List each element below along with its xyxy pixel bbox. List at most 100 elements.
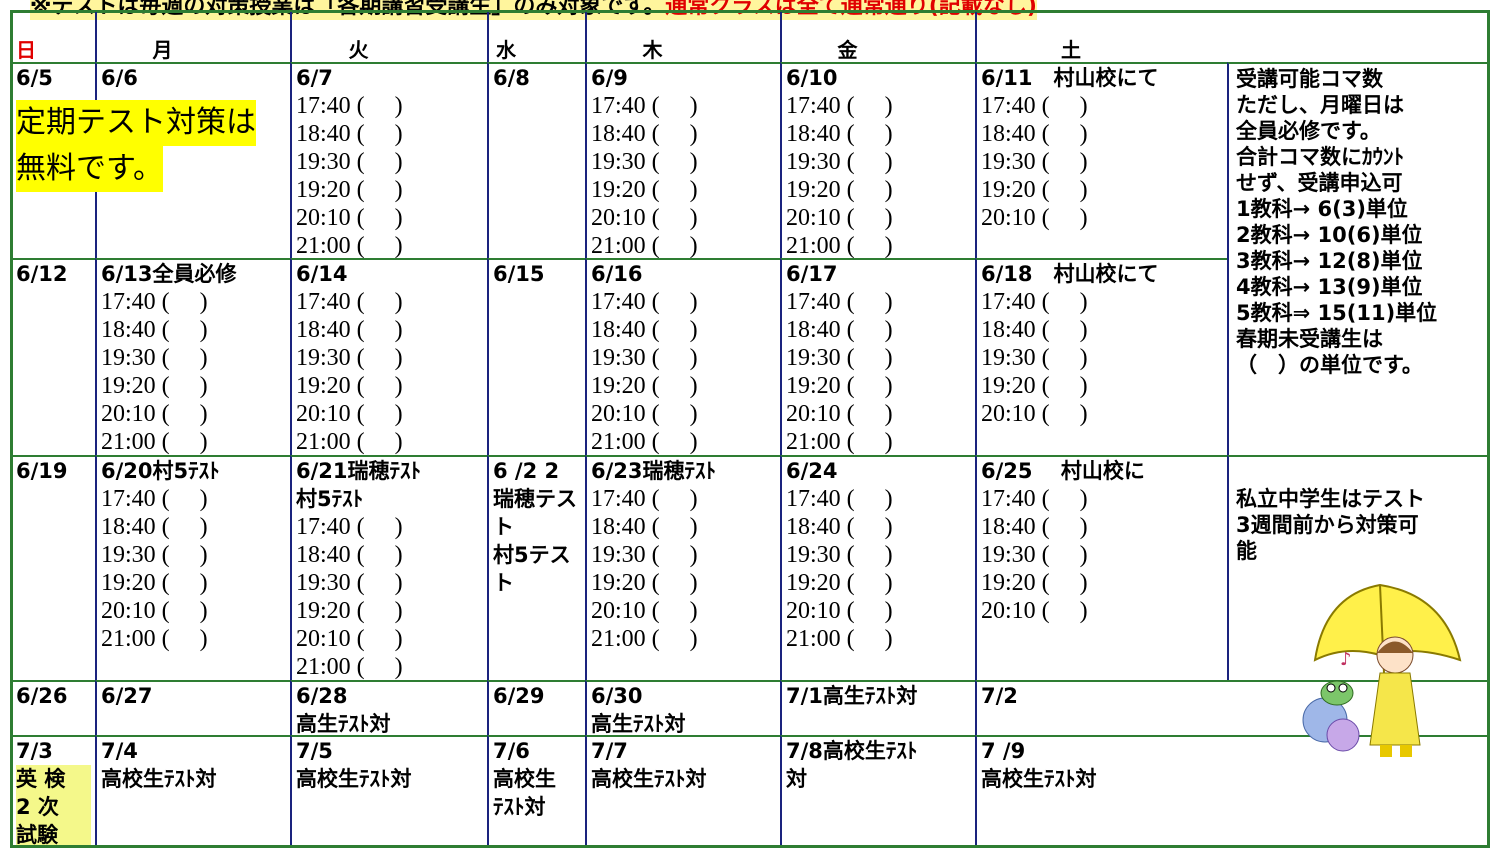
cell-line: 18:40 ( ) — [981, 514, 1088, 540]
day-header: 水 — [496, 38, 516, 62]
cell-line: 20:10 ( ) — [786, 401, 893, 427]
date-label: 6/15 — [493, 262, 545, 286]
date-label: 7/2 — [981, 684, 1018, 708]
date-label: 6/25 村山校に — [981, 459, 1145, 483]
cell-line: 19:30 ( ) — [296, 570, 403, 596]
day-cell: 6/13全員必修 17:40 ( ) 18:40 ( ) 19:30 ( ) 19:20… — [95, 258, 290, 455]
cell-line: 21:00 ( ) — [786, 233, 893, 258]
units-line: 全員必修です。 — [1236, 119, 1381, 143]
free-note: 定期テスト対策は 無料です。 — [16, 100, 256, 192]
cell-line: 試験 — [16, 821, 91, 848]
day-cell: 6/14 17:40 ( ) 18:40 ( ) 19:30 ( ) 19:20 ( )… — [290, 258, 487, 455]
date-label: 6/28 — [296, 684, 348, 708]
date-label: 7/5 — [296, 739, 333, 763]
cell-line: 20:10 ( ) — [591, 401, 698, 427]
cell-line: 18:40 ( ) — [786, 317, 893, 343]
cell-line: 19:20 ( ) — [981, 373, 1088, 399]
cell-line: 村5テス — [493, 543, 571, 567]
cell-line: 19:20 ( ) — [101, 570, 208, 596]
day-header: 木 — [642, 38, 663, 62]
cell-line: 17:40 ( ) — [786, 289, 893, 315]
day-cell: 6/12 — [10, 258, 95, 455]
cell-line: 21:00 ( ) — [296, 233, 403, 258]
cell-line: 2 次 — [16, 793, 91, 821]
cell-line: 19:20 ( ) — [296, 177, 403, 203]
cell-line: 20:10 ( ) — [296, 401, 403, 427]
day-cell: 6/25 村山校に 17:40 ( ) 18:40 ( ) 19:30 ( ) 19:2… — [975, 455, 1227, 680]
units-line: （ ）の単位です。 — [1236, 353, 1423, 377]
day-cell: 7/5 高校生ﾃｽﾄ対 — [290, 735, 487, 848]
date-label: 6/5 — [16, 66, 53, 90]
free-note-line: 無料です。 — [16, 146, 163, 192]
day-cell: 6/23瑞穂ﾃｽﾄ 17:40 ( ) 18:40 ( ) 19:30 ( ) 19:2… — [585, 455, 780, 680]
cell-line: 18:40 ( ) — [786, 121, 893, 147]
day-cell: 6/10 17:40 ( ) 18:40 ( ) 19:30 ( ) 19:20 ( )… — [780, 62, 975, 258]
date-label: 7/7 — [591, 739, 628, 763]
day-cell: 6/17 17:40 ( ) 18:40 ( ) 19:30 ( ) 19:20 ( )… — [780, 258, 975, 455]
day-cell: 6/15 — [487, 258, 585, 455]
units-line: 受講可能コマ数 — [1236, 67, 1383, 91]
day-header: 月 — [152, 38, 173, 62]
day-cell: 7/7 高校生ﾃｽﾄ対 — [585, 735, 780, 848]
cell-line: 19:20 ( ) — [296, 598, 403, 624]
cell-line: 17:40 ( ) — [101, 289, 208, 315]
units-line: せず、受講申込可 — [1236, 171, 1403, 195]
cell-line: 18:40 ( ) — [101, 514, 208, 540]
units-line: 4教科→ 13(9)単位 — [1236, 275, 1423, 299]
day-cell: 6/29 — [487, 680, 585, 735]
date-label: 6/14 — [296, 262, 348, 286]
date-label: 6/30 — [591, 684, 643, 708]
date-label: 7/6 — [493, 739, 530, 763]
day-cell: 6/26 — [10, 680, 95, 735]
cell-line: 高校生ﾃｽﾄ対 — [981, 767, 1097, 791]
day-cell: 7/4 高校生ﾃｽﾄ対 — [95, 735, 290, 848]
column-line — [290, 12, 292, 62]
cell-line: 18:40 ( ) — [296, 542, 403, 568]
date-label: 6/19 — [16, 459, 68, 483]
day-cell: 6 /2 2 瑞穂テスト村5テスト — [487, 455, 585, 680]
date-label: 6/17 — [786, 262, 838, 286]
day-header: 金 — [837, 38, 858, 62]
cell-line: 20:10 ( ) — [591, 598, 698, 624]
cell-line: 19:30 ( ) — [786, 542, 893, 568]
cell-line: 19:20 ( ) — [591, 570, 698, 596]
date-label: 6/16 — [591, 262, 643, 286]
date-label: 6/26 — [16, 684, 68, 708]
private-line: 3週間前から対策可 — [1236, 513, 1419, 537]
date-label: 6/27 — [101, 684, 153, 708]
date-label: 6/9 — [591, 66, 628, 90]
column-line — [975, 12, 977, 62]
day-header: 日 — [16, 38, 36, 62]
date-label: 7/8高校生ﾃｽﾄ — [786, 739, 918, 763]
top-note: ※テストは毎週の対策授業は「各期講習受講生」のみ対象です。通常クラスは全て通常通… — [30, 0, 1037, 20]
cell-line: 19:20 ( ) — [296, 373, 403, 399]
day-cell: 6/27 — [95, 680, 290, 735]
cell-line: 20:10 ( ) — [981, 401, 1088, 427]
cell-line: 19:30 ( ) — [591, 542, 698, 568]
cell-line: 19:30 ( ) — [981, 149, 1088, 175]
date-label: 6/18 村山校にて — [981, 262, 1159, 286]
day-cell: 6/21瑞穂ﾃｽﾄ 村5ﾃｽﾄ 17:40 ( ) 18:40 ( ) 19:30 ( … — [290, 455, 487, 680]
cell-line: 18:40 ( ) — [591, 317, 698, 343]
date-label: 7/3 — [16, 739, 53, 763]
day-cell: 6/30 高生ﾃｽﾄ対 — [585, 680, 780, 735]
cell-line: ﾃｽﾄ対 — [493, 795, 546, 819]
cell-line: 19:20 ( ) — [786, 570, 893, 596]
column-line — [585, 12, 587, 62]
date-label: 6/7 — [296, 66, 333, 90]
day-cell: 7/1高生ﾃｽﾄ対 — [780, 680, 975, 735]
date-label: 6/24 — [786, 459, 838, 483]
day-cell: 6/20村5ﾃｽﾄ 17:40 ( ) 18:40 ( ) 19:30 ( ) 19:2… — [95, 455, 290, 680]
cell-line: 17:40 ( ) — [591, 93, 698, 119]
cell-line: 高校生ﾃｽﾄ対 — [591, 767, 707, 791]
private-line: 私立中学生はテスト — [1236, 487, 1425, 511]
cell-line: 17:40 ( ) — [786, 93, 893, 119]
cell-line: 高校生ﾃｽﾄ対 — [296, 767, 412, 791]
cell-line: 高校生 — [493, 767, 556, 791]
cell-line: 19:20 ( ) — [591, 177, 698, 203]
cell-line: 19:30 ( ) — [786, 345, 893, 371]
cell-line: 19:20 ( ) — [981, 570, 1088, 596]
day-cell: 6/28 高生ﾃｽﾄ対 — [290, 680, 487, 735]
cell-line: ト — [493, 515, 514, 539]
